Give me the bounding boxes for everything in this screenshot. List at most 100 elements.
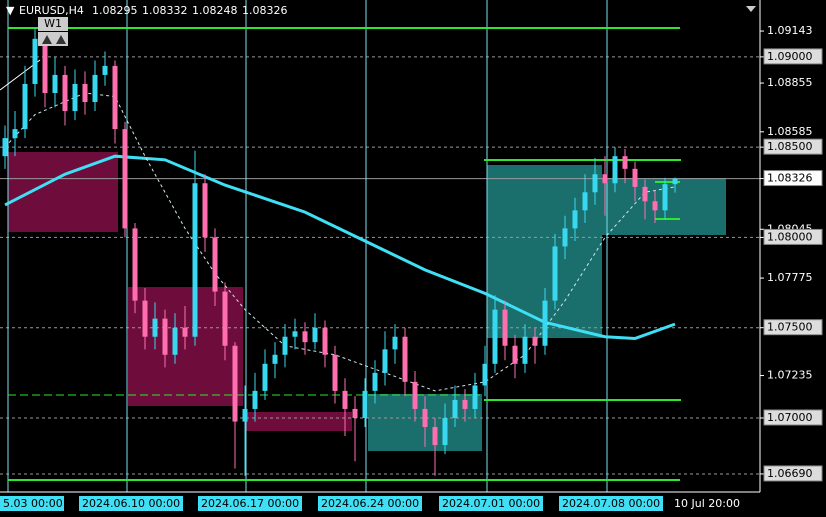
candle-body [282,336,288,355]
candle-body [12,129,18,139]
candle-body [32,38,38,84]
x-tick-label: 2024.07.01 00:00 [442,497,540,510]
candle-body [352,408,358,418]
y-tick-label: 1.07235 [767,369,813,382]
candle-body [392,336,398,350]
y-tick-label: 1.07000 [767,411,813,424]
candle-body [182,327,188,337]
candle-body [232,345,238,422]
candle-body [312,327,318,343]
supply-zone [8,152,118,232]
candle-body [612,156,618,184]
candle-body [42,38,48,93]
y-tick-box [763,319,823,336]
y-tick-label: 1.08585 [767,125,813,138]
symbol: EURUSD,H4 [19,4,84,17]
candle-body [112,65,118,130]
candle-body [302,331,308,343]
candle-body [332,354,338,391]
candle-body [672,178,678,185]
candle-body [522,336,528,364]
candle-body [512,345,518,364]
y-tick-box [763,465,823,482]
candle-body [442,417,448,446]
candle-body [22,83,28,130]
candle-body [102,65,108,75]
axes: 1.09143 1.09000 1.08855 1.08585 1.08500 1.083… [0,24,823,511]
candle-body [492,309,498,364]
candle-body [652,201,658,211]
candle-body [162,318,168,355]
candle-body [432,427,438,446]
x-tick-label: 2024.06.10 00:00 [82,497,180,510]
open: 1.08295 [92,4,138,17]
candle-body [342,390,348,409]
plot [2,27,678,476]
candle-body [122,129,128,229]
x-tick-box [318,496,422,511]
chart-shift[interactable] [746,6,756,12]
candle-body [482,363,488,386]
arrow-icons [42,35,66,44]
candle-body [362,390,368,418]
candle-body [662,184,668,211]
time-label: 10 Jul 20:00 [674,497,740,510]
candle-body [372,372,378,391]
candle-body [92,74,98,103]
menu-arrow[interactable]: ▼ [6,4,15,17]
x-tick-box [198,496,302,511]
candle-body [222,291,228,346]
candle-body [262,363,268,391]
candle-body [402,336,408,382]
high: 1.08332 [142,4,188,17]
moving-average [4,92,676,392]
candle-body [152,318,158,337]
x-tick-label: 2024.07.08 00:00 [562,497,660,510]
candle-body [382,349,388,373]
y-tick-label: 1.08000 [767,230,813,243]
x-tick-box [79,496,183,511]
annotation: W1 [44,17,62,30]
low: 1.08248 [192,4,238,17]
candle-body [572,210,578,229]
candle-body [642,186,648,202]
candle-body [242,408,248,422]
candle-body [502,309,508,346]
y-tick-label: 1.08855 [767,76,813,89]
x-tick-box [0,496,64,511]
candle-body [412,381,418,409]
y-tick-box [763,48,823,65]
candle-body [52,74,58,93]
candle-body [82,83,88,103]
candle-body [562,228,568,247]
y-tick-box [763,409,823,426]
supply-zone [245,412,352,431]
candle-body [2,138,8,157]
candle-body [192,183,198,337]
candle-body [472,385,478,409]
candle-body [292,331,298,337]
annotation-box[interactable] [38,17,68,31]
candle-body [72,83,78,112]
level-lines [0,27,681,481]
candle-body [132,228,138,301]
y-tick-box [763,170,823,187]
candle-body [202,183,208,238]
candle-body [272,354,278,364]
candle-body [142,300,148,337]
x-tick-label: 2024.06.17 00:00 [201,497,299,510]
candle-body [252,390,258,409]
candle-body [322,327,328,355]
y-tick-label: 1.09000 [767,50,813,63]
y-tick-label: 1.06690 [767,467,813,480]
candle-body [552,246,558,301]
y-tick-label: 1.07500 [767,321,813,334]
y-tick-label: 1.08326 [767,172,813,185]
candle-body [462,399,468,409]
y-tick-label: 1.09143 [767,24,813,37]
candle-body [592,174,598,193]
candle-body [532,336,538,346]
close: 1.08326 [242,4,288,17]
